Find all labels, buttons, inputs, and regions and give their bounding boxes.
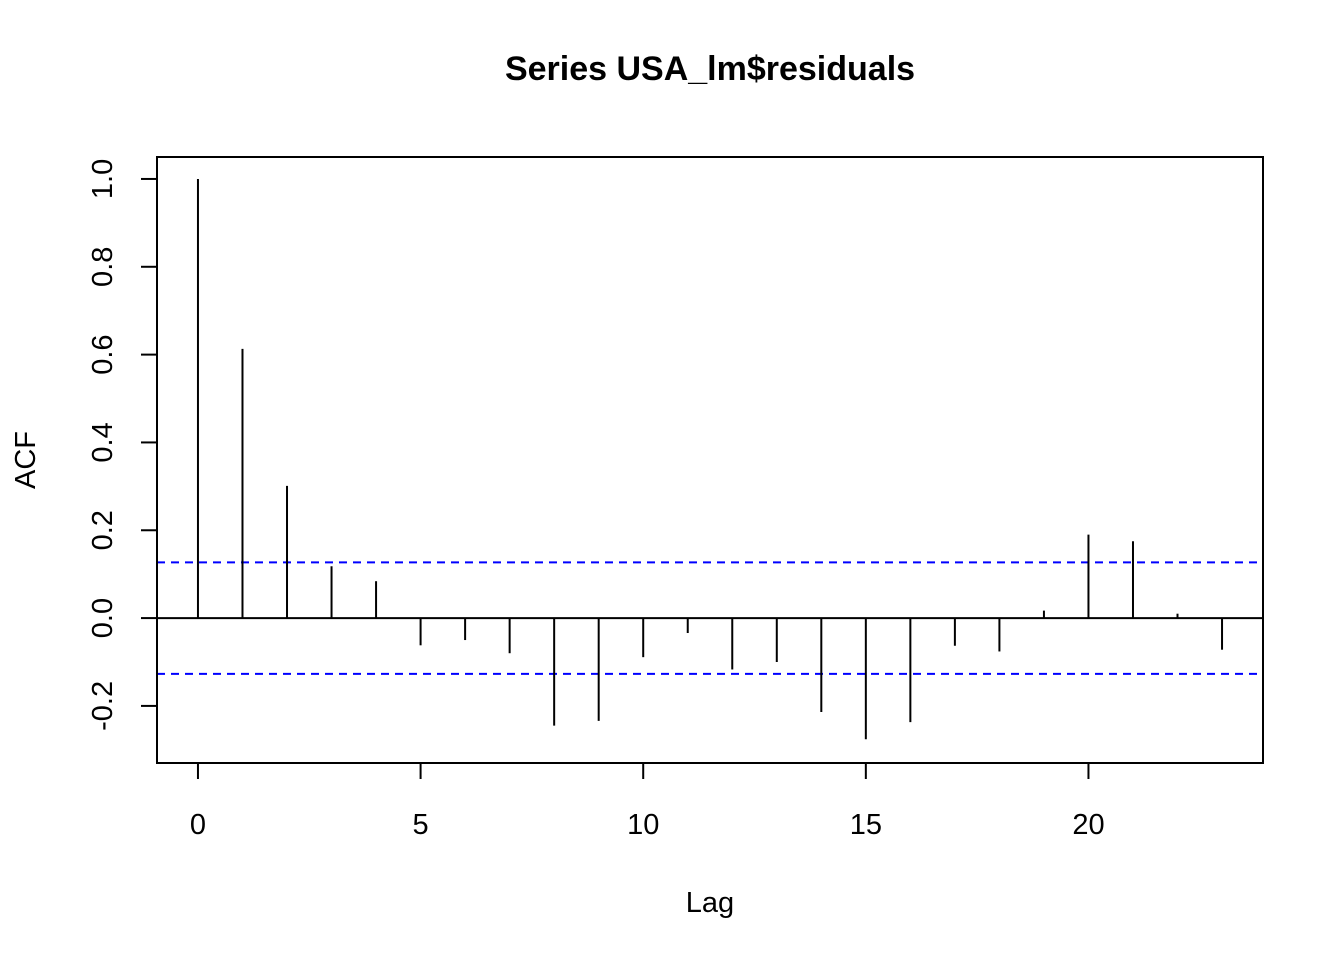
y-tick-label-0.6: 0.6 [87, 334, 119, 374]
y-tick-label-0.2: 0.2 [87, 510, 119, 550]
x-axis: 0 5 10 15 20 [190, 762, 1105, 841]
y-axis: -0.2 0.0 0.2 0.4 0.6 0.8 1.0 [87, 159, 158, 731]
x-axis-label: Lag [686, 887, 734, 919]
y-axis-label: ACF [10, 431, 42, 489]
x-tick-label-20: 20 [1072, 809, 1104, 841]
y-tick-label--0.2: -0.2 [87, 681, 119, 731]
x-tick-label-15: 15 [850, 809, 882, 841]
x-tick-label-0: 0 [190, 809, 206, 841]
y-tick-label-0.4: 0.4 [87, 422, 119, 462]
plot-frame [156, 156, 1264, 764]
plot-marks [157, 178, 1263, 740]
x-tick-label-10: 10 [627, 809, 659, 841]
x-tick-label-5: 5 [413, 809, 429, 841]
y-tick-label-0.8: 0.8 [87, 247, 119, 287]
y-tick-label-1.0: 1.0 [87, 159, 119, 199]
y-tick-label-0.0: 0.0 [87, 598, 119, 638]
chart-title: Series USA_lm$residuals [505, 50, 915, 88]
